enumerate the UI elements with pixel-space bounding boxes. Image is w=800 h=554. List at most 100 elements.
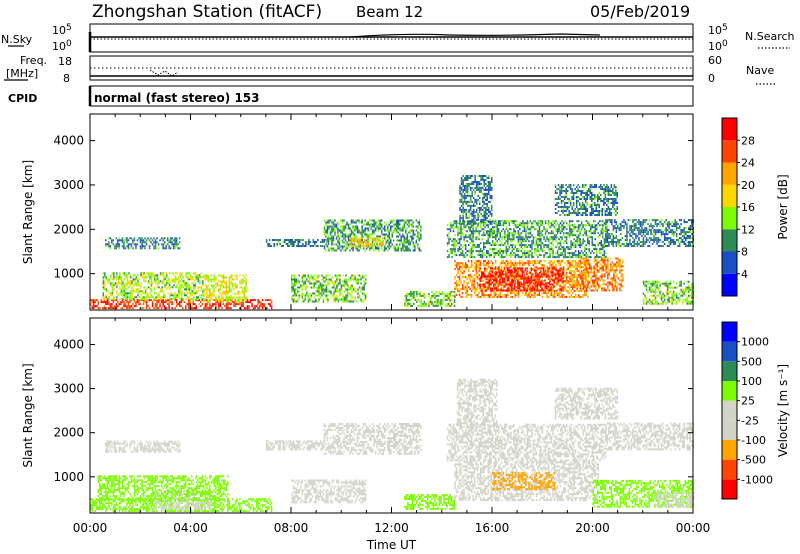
scatter-cell <box>602 224 604 227</box>
scatter-cell <box>219 288 222 291</box>
scatter-cell <box>192 307 194 310</box>
scatter-cell <box>177 286 180 289</box>
scatter-cell <box>579 261 582 264</box>
scatter-cell <box>452 250 455 253</box>
scatter-cell <box>550 283 552 286</box>
scatter-cell <box>385 247 387 250</box>
scatter-cell <box>535 228 538 231</box>
scatter-cell <box>547 232 550 235</box>
scatter-cell <box>126 282 129 285</box>
scatter-cell <box>374 221 377 224</box>
scatter-cell <box>200 286 203 289</box>
scatter-cell <box>408 302 411 305</box>
scatter-cell <box>370 247 372 250</box>
scatter-cell <box>510 278 512 281</box>
scatter-cell <box>227 292 229 295</box>
scatter-cell <box>517 226 520 229</box>
scatter-cell <box>543 236 545 239</box>
scatter-cell <box>415 219 418 222</box>
scatter-cell <box>501 250 503 253</box>
scatter-cell <box>493 294 495 296</box>
scatter-cell <box>531 226 533 229</box>
scatter-cell <box>191 290 193 293</box>
scatter-cell <box>552 240 554 243</box>
scatter-cell <box>496 236 498 239</box>
scatter-cell <box>107 278 109 281</box>
scatter-cell <box>153 247 155 250</box>
scatter-cell <box>245 284 247 287</box>
scatter-cell <box>243 286 246 289</box>
scatter-cell <box>495 238 497 241</box>
scatter-cell <box>568 224 571 227</box>
scatter-cell <box>530 277 533 280</box>
scatter-cell <box>511 273 513 276</box>
scatter-cell <box>344 237 347 240</box>
scatter-cell <box>149 274 151 277</box>
scatter-cell <box>499 292 501 294</box>
scatter-cell <box>438 300 441 303</box>
scatter-cell <box>553 281 555 284</box>
scatter-cell <box>185 282 187 285</box>
scatter-cell <box>517 287 519 290</box>
scatter-cell <box>493 220 495 223</box>
scatter-cell <box>160 301 163 304</box>
scatter-cell <box>132 307 134 310</box>
scatter-cell <box>472 284 474 287</box>
scatter-cell <box>349 278 352 281</box>
scatter-cell <box>511 234 514 237</box>
scatter-cell <box>447 298 450 301</box>
scatter-cell <box>221 300 223 303</box>
scatter-cell <box>387 235 389 238</box>
scatter-cell <box>117 245 119 248</box>
scatter-cell <box>548 267 551 270</box>
scatter-cell <box>114 305 116 308</box>
scatter-cell <box>534 228 536 231</box>
scatter-cell <box>587 238 589 241</box>
scatter-cell <box>561 224 563 227</box>
scatter-cell <box>163 307 166 310</box>
scatter-cell <box>153 298 156 301</box>
scatter-cell <box>518 283 521 286</box>
scatter-cell <box>434 294 436 297</box>
scatter-cell <box>337 284 340 287</box>
scatter-cell <box>561 238 563 241</box>
scatter-cell <box>558 284 560 287</box>
scatter-cell <box>206 284 208 287</box>
scatter-cell <box>510 296 512 298</box>
scatter-cell <box>162 294 165 297</box>
scatter-cell <box>295 300 297 303</box>
scatter-cell <box>556 230 559 233</box>
scatter-cell <box>481 222 483 225</box>
scatter-cell <box>461 228 464 231</box>
scatter-cell <box>600 240 602 243</box>
scatter-cell <box>174 280 177 283</box>
scatter-cell <box>529 283 531 286</box>
scatter-cell <box>506 283 509 286</box>
scatter-cell <box>466 224 468 227</box>
scatter-cell <box>390 239 392 242</box>
scatter-cell <box>493 252 495 255</box>
scatter-cell <box>496 250 498 253</box>
scatter-cell <box>535 289 537 292</box>
scatter-cell <box>188 278 190 281</box>
scatter-cell <box>512 281 515 284</box>
scatter-cell <box>498 230 500 233</box>
scatter-cell <box>464 264 467 267</box>
scatter-cell <box>132 280 135 283</box>
scatter-cell <box>591 232 593 235</box>
scatter-cell <box>240 290 243 293</box>
scatter-cell <box>559 254 562 257</box>
scatter-cell <box>511 281 513 284</box>
scatter-cell <box>156 241 158 244</box>
scatter-cell <box>261 299 264 302</box>
scatter-cell <box>287 239 289 241</box>
scatter-cell <box>417 227 419 230</box>
scatter-cell <box>478 246 480 249</box>
scatter-cell <box>120 276 123 279</box>
scatter-cell <box>126 284 129 287</box>
scatter-cell <box>479 287 481 290</box>
scatter-cell <box>535 271 537 274</box>
scatter-cell <box>464 296 467 298</box>
scatter-cell <box>449 298 451 301</box>
scatter-cell <box>356 247 359 250</box>
